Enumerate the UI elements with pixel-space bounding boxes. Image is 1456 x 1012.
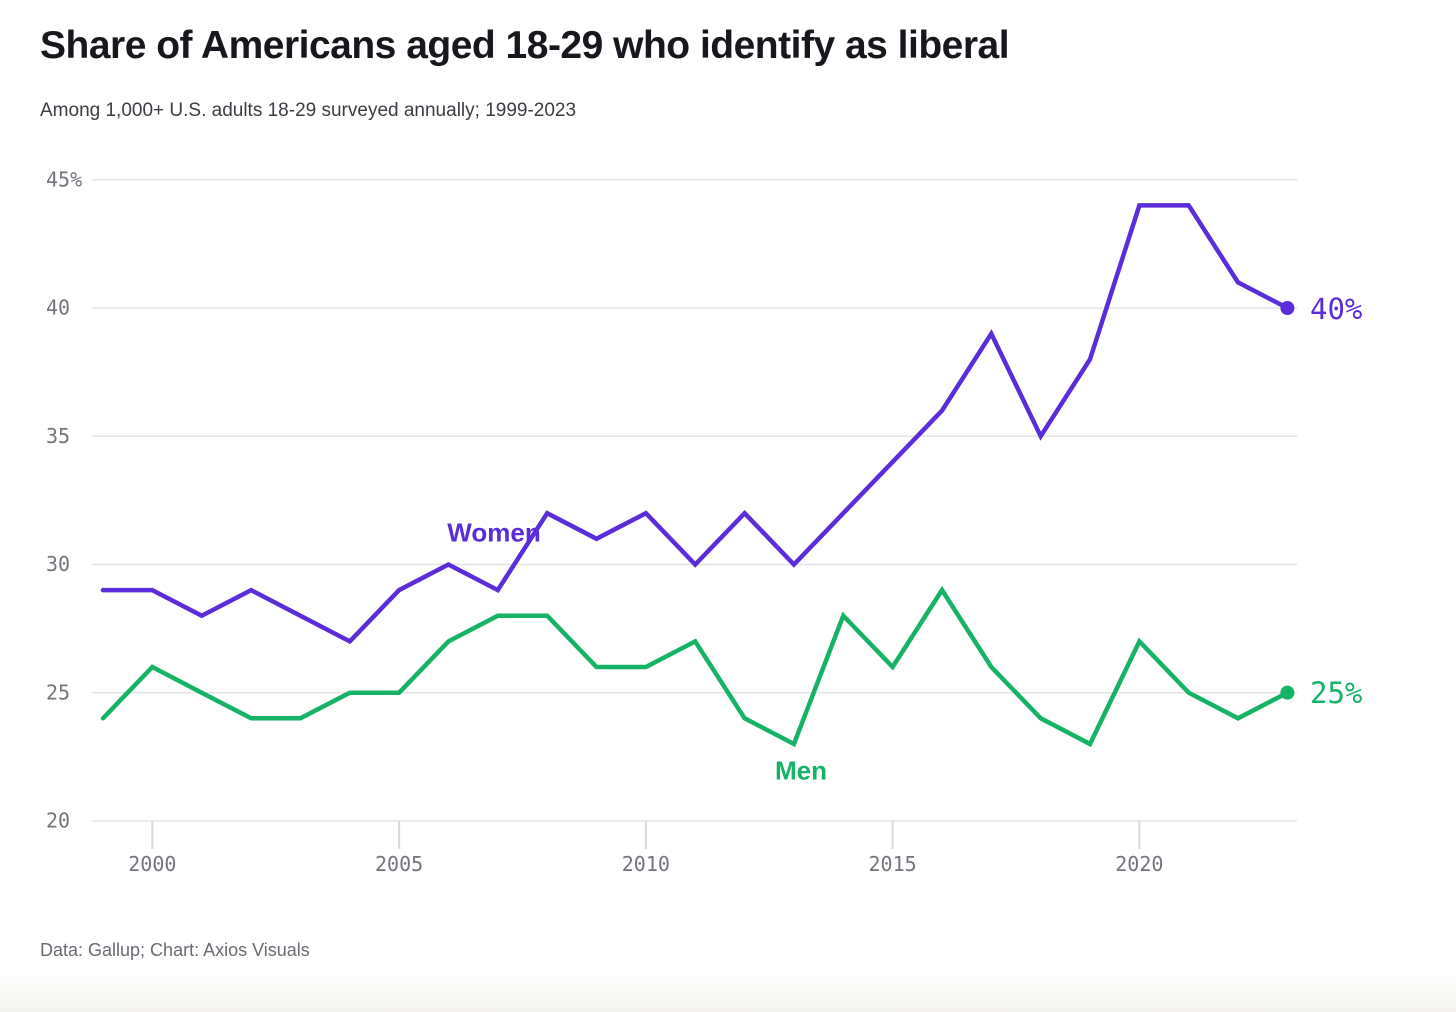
x-tick-label: 2000 <box>128 852 176 876</box>
women-line <box>100 203 1290 645</box>
men-endpoint-dot <box>1280 685 1295 700</box>
y-tick-label: 45% <box>46 167 82 191</box>
chart-subtitle: Among 1,000+ U.S. adults 18-29 surveyed … <box>40 100 577 121</box>
x-tick-label: 2010 <box>622 852 670 876</box>
women-series-label: Women <box>447 517 541 548</box>
y-tick-label: 25 <box>46 680 70 704</box>
chart-source: Data: Gallup; Chart: Axios Visuals <box>40 940 310 960</box>
women-end-label: 40% <box>1310 292 1363 326</box>
y-tick-label: 40 <box>46 296 70 320</box>
men-end-label: 25% <box>1310 676 1363 710</box>
x-tick-label: 2005 <box>375 852 423 876</box>
chart-title: Share of Americans aged 18-29 who identi… <box>40 24 1010 67</box>
y-tick-label: 20 <box>46 809 70 833</box>
x-tick-label: 2020 <box>1115 852 1163 876</box>
women-endpoint-dot <box>1280 301 1295 316</box>
y-tick-label: 35 <box>46 424 70 448</box>
y-tick-label: 30 <box>46 552 70 576</box>
men-series-label: Men <box>775 755 827 786</box>
men-line <box>100 585 1290 748</box>
x-tick-label: 2015 <box>869 852 917 876</box>
